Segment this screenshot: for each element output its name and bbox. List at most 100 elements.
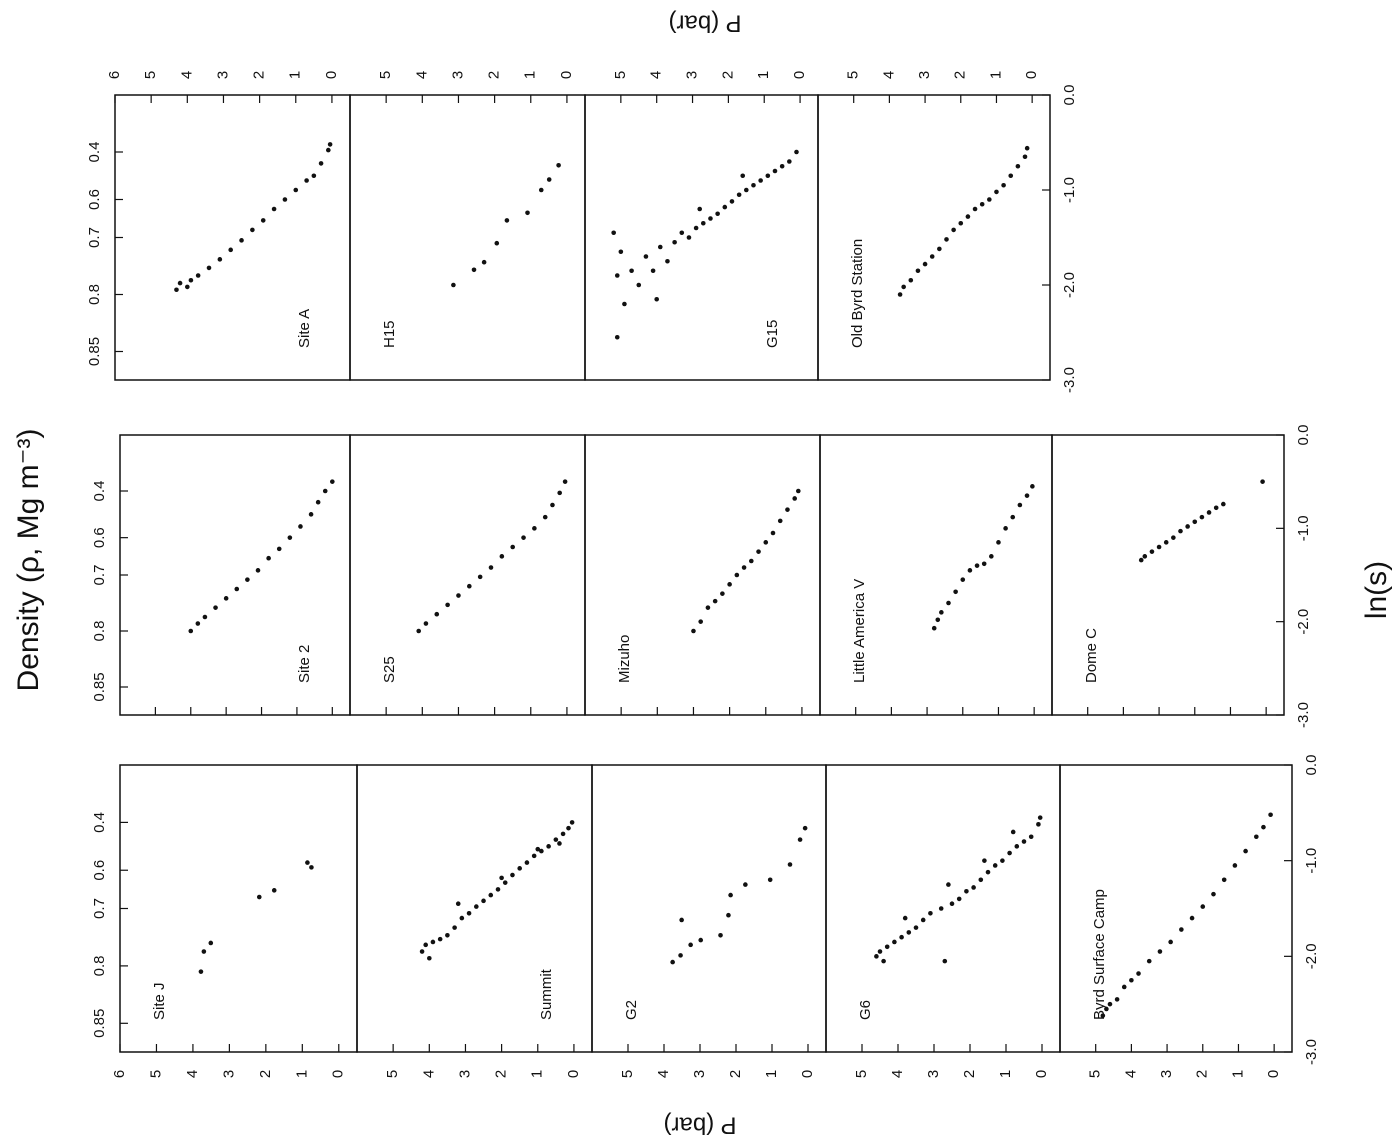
data-point (213, 605, 218, 610)
y-tick-label: 2 (952, 71, 969, 79)
data-point (1243, 848, 1248, 854)
data-point (974, 563, 980, 568)
data-point (250, 227, 255, 233)
data-point (698, 937, 704, 943)
y-tick-label: 4 (648, 71, 665, 79)
data-point (1136, 971, 1141, 976)
data-point (920, 917, 926, 923)
data-point (967, 568, 973, 573)
data-point (744, 187, 749, 193)
data-point (256, 894, 262, 900)
x-tick-label: -3.0 (1295, 702, 1312, 728)
data-point (654, 296, 659, 302)
data-point (198, 969, 204, 974)
data-point (542, 514, 548, 520)
data-point (452, 925, 457, 930)
panel-title: Old Byrd Station (849, 239, 866, 348)
data-point (481, 898, 486, 904)
data-point (779, 163, 785, 169)
data-point (892, 939, 897, 945)
y-axis-title: P (bar) (664, 1112, 737, 1139)
data-point (643, 254, 649, 259)
y-tick-label: 3 (214, 71, 231, 79)
y-tick-label: 6 (106, 71, 123, 79)
panel-title: Dome C (1083, 628, 1100, 683)
panel-frame (1059, 764, 1293, 1053)
data-point (740, 173, 746, 179)
data-point (255, 568, 261, 573)
data-point (881, 958, 886, 964)
data-point (792, 496, 797, 501)
data-point (772, 168, 778, 174)
data-point (1024, 145, 1030, 151)
data-point (708, 216, 713, 221)
data-point (691, 628, 696, 634)
data-point (802, 825, 808, 831)
y-tick-label: 4 (420, 1070, 437, 1078)
data-point (1021, 839, 1027, 844)
density-tick-label: 0.6 (91, 527, 108, 548)
data-point (982, 858, 987, 863)
x-tick-label: -1.0 (1303, 848, 1320, 874)
data-point (1001, 182, 1006, 188)
data-point (937, 246, 942, 252)
y-tick-label: 5 (619, 1070, 636, 1078)
data-point (471, 267, 477, 273)
data-point (1146, 958, 1152, 964)
data-point (929, 254, 935, 259)
y-tick-label: 1 (1229, 1070, 1246, 1078)
y-tick-label: 0 (323, 71, 340, 79)
data-point (521, 535, 526, 540)
data-point (455, 901, 461, 907)
data-point (539, 848, 544, 854)
density-tick-label: 0.7 (91, 898, 108, 919)
density-axis-title: Density (ρ, Mg m⁻³) (12, 429, 45, 692)
y-tick-label: 1 (987, 71, 1004, 79)
data-point (510, 872, 515, 878)
data-point (951, 227, 956, 233)
data-point (751, 182, 756, 188)
data-point (260, 218, 266, 223)
data-point (908, 277, 914, 283)
data-point (1199, 514, 1205, 520)
data-point (899, 934, 904, 940)
data-point (305, 860, 310, 865)
data-point (928, 910, 933, 916)
y-tick-label: 4 (413, 71, 430, 79)
data-point (722, 204, 728, 210)
data-point (488, 892, 494, 898)
data-point (282, 197, 288, 202)
data-point (996, 540, 1001, 545)
data-point (477, 574, 483, 580)
data-point (228, 247, 233, 253)
data-point (1206, 510, 1212, 515)
density-tick-label: 0.8 (91, 621, 108, 642)
data-point (700, 220, 706, 226)
data-point (965, 214, 971, 219)
data-point (195, 273, 201, 278)
data-point (1107, 1001, 1113, 1007)
y-tick-label: 5 (612, 71, 629, 79)
data-point (271, 888, 277, 893)
data-point (946, 600, 951, 606)
data-point (657, 244, 663, 250)
data-point (557, 841, 562, 846)
data-point (1003, 526, 1008, 531)
data-point (994, 189, 999, 195)
data-point (330, 479, 335, 484)
data-point (1213, 505, 1219, 511)
y-tick-label: 4 (880, 71, 897, 79)
data-point (1104, 1006, 1109, 1012)
data-point (726, 912, 731, 918)
x-tick-label: -3.0 (1061, 367, 1078, 393)
data-point (693, 225, 699, 231)
density-tick-label: 0.6 (91, 860, 108, 881)
data-point (185, 284, 190, 290)
data-point (1168, 939, 1173, 945)
data-point (1254, 834, 1259, 840)
density-tick-label: 0.8 (86, 284, 103, 305)
data-point (1010, 514, 1016, 520)
data-point (949, 901, 955, 907)
data-point (1036, 822, 1041, 827)
data-point (419, 949, 425, 954)
